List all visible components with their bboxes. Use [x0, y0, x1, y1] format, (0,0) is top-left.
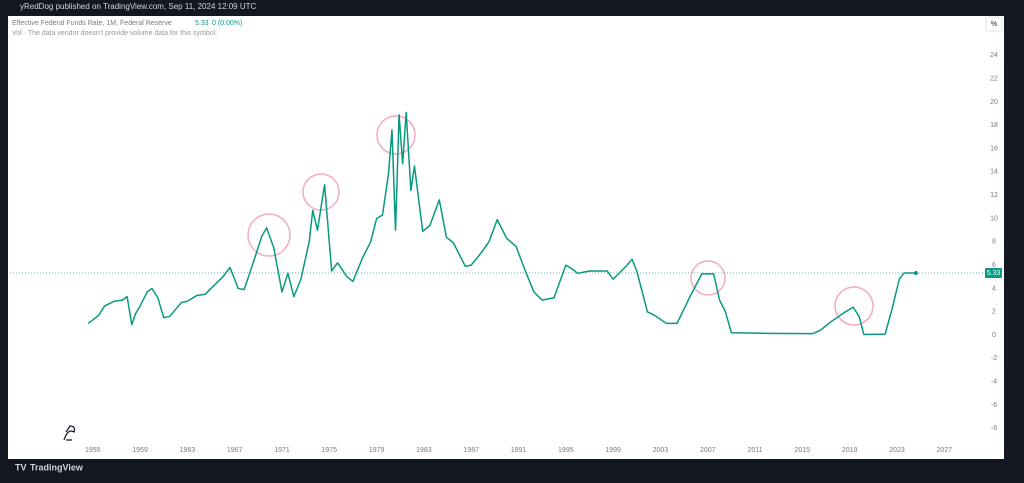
unit-button[interactable] — [985, 16, 1003, 32]
y-tick-label: 2 — [992, 309, 996, 316]
legend-change: 0 (0.00%) — [212, 20, 242, 27]
price-label: 5.33 — [987, 270, 1001, 277]
x-tick-label: 2007 — [700, 447, 716, 454]
x-tick-label: 1975 — [322, 447, 338, 454]
y-tick-label: -2 — [991, 355, 997, 362]
y-tick-label: 8 — [992, 239, 996, 246]
attribution: yRedDog published on TradingView.com, Se… — [20, 2, 257, 11]
y-tick-label: 16 — [990, 145, 998, 152]
y-tick-label: 24 — [990, 52, 998, 59]
brand: TradingView — [30, 462, 84, 472]
x-tick-label: 1995 — [558, 447, 574, 454]
x-tick-label: 2027 — [936, 447, 952, 454]
x-tick-label: 1987 — [463, 447, 479, 454]
y-tick-label: 14 — [990, 169, 998, 176]
x-tick-label: 1971 — [274, 447, 290, 454]
x-tick-label: 2023 — [889, 447, 905, 454]
x-tick-label: 1983 — [416, 447, 432, 454]
legend-title: Effective Federal Funds Rate, 1M, Federa… — [12, 20, 172, 27]
price-label-box — [985, 267, 1002, 278]
annotation-circle — [834, 286, 874, 326]
x-tick-label: 1991 — [511, 447, 527, 454]
x-tick-label: 1963 — [180, 447, 196, 454]
x-tick-label: 1959 — [132, 447, 148, 454]
x-tick-label: 2015 — [795, 447, 811, 454]
y-tick-label: 10 — [990, 215, 998, 222]
annotation-circle — [690, 260, 726, 296]
series-line — [87, 111, 916, 336]
logo-icon — [63, 425, 76, 441]
y-tick-label: 20 — [990, 99, 998, 106]
unit-label[interactable]: % — [991, 21, 997, 28]
y-tick-label: -4 — [991, 379, 997, 386]
x-tick-label: 1955 — [85, 447, 101, 454]
y-tick-label: -8 — [991, 425, 997, 432]
last-point — [913, 270, 918, 275]
y-tick-label: -6 — [991, 402, 997, 409]
volume-note: Vol · The data vendor doesn't provide vo… — [12, 30, 217, 37]
x-tick-label: 1967 — [227, 447, 243, 454]
x-tick-label: 2011 — [748, 447, 763, 454]
annotation-circle — [247, 213, 291, 257]
brand-logo: TV — [15, 462, 27, 472]
y-tick-label: 6 — [992, 262, 996, 269]
y-tick-label: 0 — [992, 332, 996, 339]
y-tick-label: 18 — [990, 122, 998, 129]
y-tick-label: 12 — [990, 192, 998, 199]
x-tick-label: 2019 — [842, 447, 858, 454]
y-tick-label: 4 — [992, 285, 996, 292]
y-tick-label: 22 — [990, 75, 998, 82]
x-tick-label: 2003 — [653, 447, 669, 454]
x-tick-label: 1999 — [605, 447, 621, 454]
legend-value: 5.33 — [195, 20, 209, 27]
annotation-circle — [376, 115, 416, 155]
x-tick-label: 1979 — [369, 447, 385, 454]
